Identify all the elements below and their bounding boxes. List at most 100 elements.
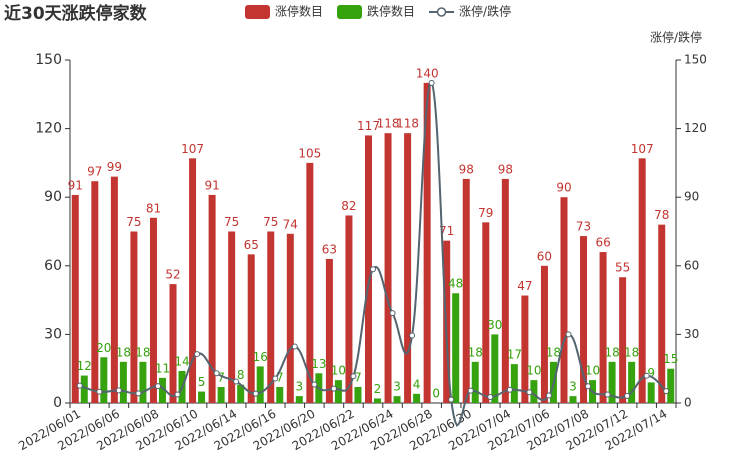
- line: [79, 81, 667, 426]
- bar: [100, 357, 108, 403]
- bar: [560, 197, 568, 403]
- bar: [334, 380, 342, 403]
- line-point: [663, 388, 670, 395]
- line-point: [76, 382, 83, 389]
- line-point: [174, 391, 181, 398]
- bar-label: 105: [298, 146, 321, 160]
- line-point: [370, 266, 376, 273]
- line-point: [428, 79, 435, 86]
- bar-label: 99: [107, 160, 122, 174]
- bar-label: 0: [432, 387, 440, 401]
- bar-label: 7: [276, 370, 284, 384]
- bar-label: 13: [311, 357, 326, 371]
- bar-label: 75: [263, 215, 278, 229]
- line-point: [506, 386, 513, 393]
- bar-label: 8: [237, 368, 245, 382]
- bar-label: 17: [507, 348, 522, 362]
- bar: [580, 236, 588, 403]
- bar-label: 74: [283, 217, 298, 231]
- bar: [491, 334, 499, 403]
- line-point: [643, 372, 650, 379]
- bar-label: 118: [377, 117, 400, 131]
- bar: [91, 181, 99, 403]
- bar-label: 18: [624, 345, 639, 359]
- line-point: [154, 383, 161, 390]
- y2-axis-label: 涨停/跌停: [650, 30, 702, 45]
- y-tick-label: 30: [44, 326, 62, 342]
- y-tick-label: 0: [53, 395, 62, 411]
- bar-label: 4: [413, 377, 421, 391]
- bar-label: 16: [253, 350, 268, 364]
- bar-label: 118: [396, 117, 419, 131]
- bar: [80, 375, 88, 403]
- bar-label: 18: [116, 345, 131, 359]
- line-point: [213, 370, 220, 377]
- bar-label: 91: [68, 178, 83, 192]
- y2-tick-label: 60: [684, 258, 699, 272]
- bar-label: 15: [663, 352, 678, 366]
- bar: [667, 368, 675, 403]
- y2-tick-label: 150: [684, 53, 707, 67]
- bar-label: 107: [181, 142, 204, 156]
- line-point: [624, 392, 631, 399]
- bar: [354, 386, 362, 403]
- bar-label: 47: [517, 279, 532, 293]
- bar-label: 20: [96, 341, 111, 355]
- bar-label: 10: [331, 364, 346, 378]
- line-point: [409, 332, 416, 339]
- bar-label: 66: [595, 236, 610, 250]
- bar: [228, 231, 236, 403]
- line-point: [545, 392, 552, 399]
- bar: [365, 135, 372, 403]
- bar-label: 65: [244, 238, 259, 252]
- bar-label: 63: [322, 242, 337, 256]
- bar: [306, 162, 314, 403]
- bar: [149, 217, 157, 403]
- bar: [325, 258, 333, 403]
- line-point: [115, 387, 122, 394]
- bar-label: 98: [498, 162, 513, 176]
- bar: [569, 396, 577, 403]
- bar-label: 30: [487, 318, 502, 332]
- y2-tick-label: 120: [684, 121, 707, 135]
- bar-label: 12: [77, 359, 92, 373]
- y-tick-label: 90: [44, 189, 62, 205]
- bar-label: 91: [204, 178, 219, 192]
- bar: [189, 158, 197, 403]
- bar-label: 11: [155, 361, 170, 375]
- bar-label: 7: [217, 370, 225, 384]
- bar-label: 117: [357, 119, 380, 133]
- legend-swatch: [337, 5, 363, 19]
- bar: [345, 215, 353, 403]
- y2-tick-label: 30: [684, 327, 699, 341]
- line-point: [330, 385, 337, 392]
- bar: [119, 361, 127, 403]
- y2-tick-label: 90: [684, 190, 699, 204]
- legend-swatch: [245, 5, 270, 19]
- line-point: [135, 390, 142, 397]
- legend-label: 涨停/跌停: [459, 4, 511, 19]
- line-point: [448, 396, 455, 403]
- bar-label: 48: [448, 277, 463, 291]
- bar: [482, 222, 490, 403]
- bar-label: 3: [569, 380, 577, 394]
- bar-label: 90: [556, 181, 571, 195]
- bar-label: 60: [537, 249, 552, 263]
- bar-label: 81: [146, 201, 161, 215]
- bar-label: 18: [604, 345, 619, 359]
- line-point: [467, 387, 474, 394]
- bar-label: 9: [647, 366, 655, 380]
- bar: [139, 361, 147, 403]
- bar: [521, 295, 529, 403]
- bar-label: 107: [631, 142, 654, 156]
- bar-label: 52: [165, 268, 180, 282]
- bar: [384, 133, 392, 403]
- bar-label: 97: [87, 165, 102, 179]
- bar-label: 3: [393, 380, 401, 394]
- bar: [247, 254, 255, 403]
- line-point: [350, 373, 357, 380]
- bar: [540, 265, 548, 403]
- bar: [452, 293, 460, 403]
- bar: [462, 178, 470, 403]
- bar-label: 18: [546, 345, 561, 359]
